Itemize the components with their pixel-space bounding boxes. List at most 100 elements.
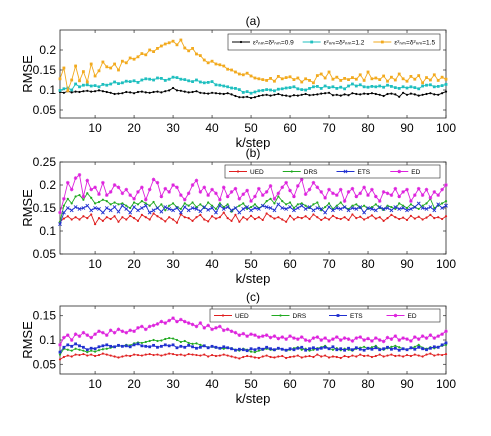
data-point — [408, 207, 413, 211]
data-point — [66, 343, 70, 347]
data-point — [319, 190, 324, 194]
data-point — [417, 345, 421, 349]
data-point — [206, 193, 210, 197]
data-point — [374, 354, 377, 358]
x-tick-label: 100 — [436, 377, 456, 391]
data-point — [171, 208, 175, 213]
data-point — [234, 87, 237, 90]
data-point — [132, 79, 136, 83]
data-point — [117, 203, 120, 206]
data-point — [159, 44, 163, 48]
data-point — [218, 83, 222, 87]
data-point — [370, 85, 374, 88]
data-point — [101, 352, 104, 355]
data-point — [62, 355, 65, 359]
data-point — [78, 85, 81, 89]
data-point — [377, 199, 382, 203]
data-point — [74, 342, 77, 346]
data-point — [241, 331, 246, 336]
data-point — [385, 206, 390, 210]
data-point — [93, 354, 97, 358]
data-point — [323, 84, 327, 88]
data-point — [398, 346, 401, 349]
data-point — [323, 345, 327, 349]
data-point — [105, 200, 108, 203]
data-point — [323, 76, 327, 80]
data-point — [156, 215, 159, 218]
data-point — [136, 203, 140, 206]
data-point — [253, 351, 257, 354]
data-point — [78, 348, 81, 351]
data-point — [342, 199, 347, 203]
data-point — [343, 348, 347, 352]
data-point — [113, 80, 116, 84]
data-point — [225, 194, 230, 199]
data-point — [265, 200, 268, 203]
data-point — [143, 203, 148, 208]
data-point — [108, 208, 113, 213]
data-point — [284, 180, 288, 185]
data-point — [405, 86, 409, 90]
data-point — [66, 86, 70, 90]
data-point — [425, 92, 428, 96]
data-point — [381, 190, 386, 194]
data-point — [105, 353, 108, 356]
data-point — [417, 94, 420, 97]
data-point — [401, 85, 405, 89]
data-point — [144, 216, 147, 219]
data-point — [335, 217, 338, 220]
data-point — [58, 222, 62, 227]
data-point — [183, 78, 187, 81]
data-point — [386, 354, 389, 357]
data-point — [128, 345, 132, 349]
data-point — [151, 208, 156, 213]
data-point — [148, 77, 152, 81]
data-point — [226, 217, 229, 220]
y-axis-label: RMSE — [20, 189, 35, 227]
data-point — [304, 355, 307, 358]
data-point — [70, 218, 73, 221]
data-point — [242, 96, 245, 99]
data-point — [74, 90, 77, 93]
data-point — [198, 54, 202, 57]
data-point — [113, 201, 116, 204]
data-point — [280, 347, 284, 351]
data-point — [171, 343, 175, 347]
data-point — [386, 92, 389, 96]
data-point — [144, 340, 147, 344]
legend-label: ED — [408, 313, 417, 320]
data-point — [221, 185, 226, 190]
data-point — [66, 354, 69, 357]
data-point — [358, 191, 363, 196]
data-point — [292, 78, 296, 81]
data-point — [207, 220, 210, 223]
data-point — [280, 77, 284, 81]
data-point — [350, 186, 355, 191]
data-point — [132, 92, 136, 95]
data-point — [390, 85, 393, 88]
data-point — [105, 65, 109, 69]
data-point — [82, 215, 85, 218]
data-point — [242, 202, 245, 205]
data-point — [136, 208, 140, 213]
data-point — [390, 213, 393, 216]
data-point — [394, 207, 397, 211]
data-point — [97, 345, 101, 349]
data-point — [296, 203, 299, 206]
legend-marker — [310, 40, 314, 44]
data-point — [421, 81, 425, 85]
data-point — [319, 338, 324, 342]
data-point — [77, 173, 82, 177]
data-point — [191, 345, 194, 349]
data-point — [409, 339, 413, 343]
data-point — [311, 208, 316, 213]
data-point — [268, 206, 273, 210]
data-point — [199, 343, 202, 346]
data-point — [97, 192, 101, 196]
data-point — [339, 356, 342, 360]
data-point — [385, 335, 390, 340]
data-point — [109, 82, 113, 86]
data-point — [440, 343, 444, 347]
data-point — [101, 90, 104, 93]
data-point — [432, 336, 437, 340]
